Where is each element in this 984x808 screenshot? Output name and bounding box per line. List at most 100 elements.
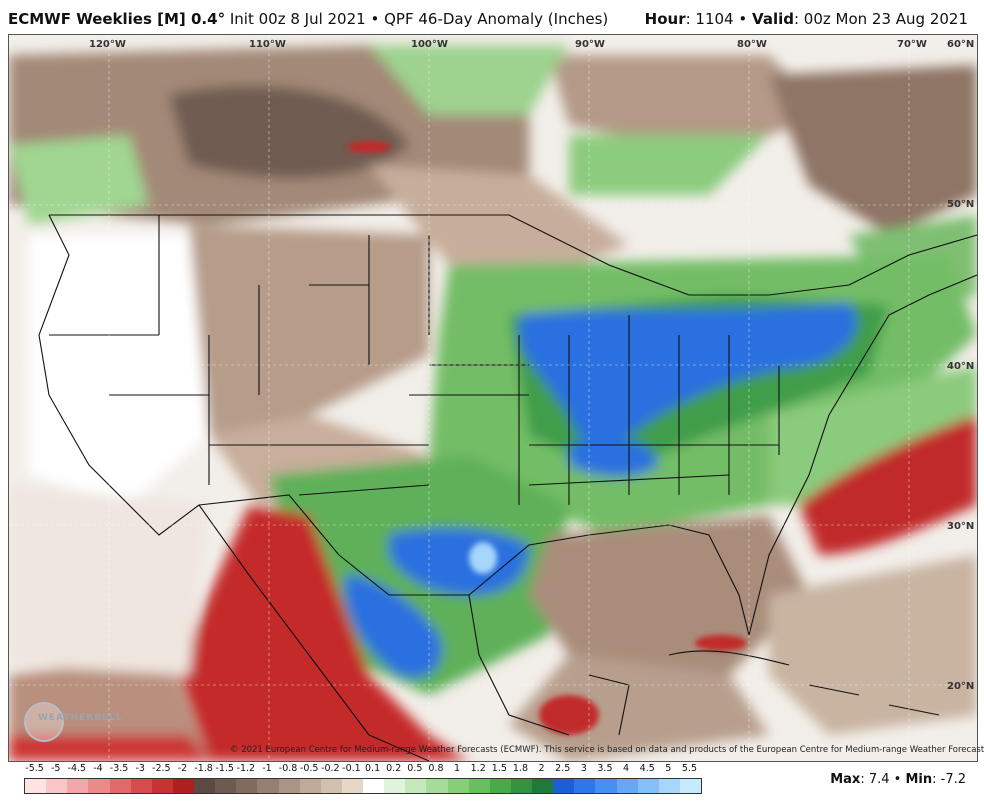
legend-tick-label: -0.1 — [342, 763, 361, 774]
legend-swatch — [130, 779, 152, 793]
valid-label: Valid — [752, 10, 794, 28]
lat-label-40n: 40°N — [947, 361, 975, 372]
lon-label-90w: 90°W — [575, 39, 605, 50]
forecast-time: Hour: 1104 • Valid: 00z Mon 23 Aug 2021 — [645, 10, 968, 28]
legend-swatch — [194, 779, 216, 793]
degree-symbol: ° — [217, 10, 226, 28]
legend-labels: -5.5 -5 -4.5 -4 -3.5 -3 -2.5 -2 -1.8 -1.5 -1.2 -1 -0… — [24, 763, 714, 777]
legend-tick-label: 0.1 — [365, 763, 381, 774]
legend-swatch — [637, 779, 659, 793]
legend-swatch — [151, 779, 173, 793]
legend-swatch — [489, 779, 511, 793]
legend-tick-label: -1.8 — [194, 763, 213, 774]
legend-swatch — [67, 779, 89, 793]
hour-value: : 1104 — [685, 10, 734, 28]
legend-tick-label: -1.2 — [236, 763, 256, 774]
legend-tick-label: 0.8 — [428, 763, 444, 774]
legend-swatch — [405, 779, 427, 793]
legend-swatch — [341, 779, 363, 793]
legend-tick-label: 2.5 — [555, 763, 571, 774]
min-value: : -7.2 — [932, 772, 966, 787]
lat-label-20n: 20°N — [947, 681, 975, 692]
lon-label-110w: 110°W — [249, 39, 286, 50]
legend-swatch — [25, 779, 47, 793]
legend-colorbar — [24, 778, 702, 794]
legend-tick-label: -4 — [93, 763, 103, 774]
lon-label-70w: 70°W — [897, 39, 927, 50]
map-header: ECMWF Weeklies [M] 0.4° Init 00z 8 Jul 2… — [0, 0, 984, 34]
legend-swatch — [574, 779, 596, 793]
map-canvas — [9, 35, 977, 761]
init-time: Init 00z 8 Jul 2021 — [229, 10, 366, 28]
lon-label-80w: 80°W — [737, 39, 767, 50]
max-label: Max — [830, 772, 861, 787]
legend-tick-label: -5.5 — [25, 763, 44, 774]
legend-tick-label: -0.5 — [299, 763, 319, 774]
legend-swatch — [320, 779, 342, 793]
legend-swatch — [447, 779, 469, 793]
lat-label-30n: 30°N — [947, 521, 975, 532]
legend-tick-label: 2 — [538, 763, 545, 774]
legend-swatch — [299, 779, 321, 793]
legend-tick-label: -3 — [135, 763, 145, 774]
logo-circle — [24, 702, 64, 742]
lon-label-100w: 100°W — [411, 39, 448, 50]
legend-swatch — [595, 779, 617, 793]
legend-tick-label: -4.5 — [67, 763, 87, 774]
legend-tick-label: -2 — [177, 763, 188, 774]
legend-tick-label: 3 — [580, 763, 587, 774]
legend-swatch — [236, 779, 258, 793]
product-name: QPF 46-Day Anomaly (Inches) — [384, 10, 609, 28]
legend-tick-label: -0.8 — [278, 763, 298, 774]
map-title: ECMWF Weeklies [M] 0.4° Init 00z 8 Jul 2… — [8, 10, 608, 28]
weatherbell-logo: WEATHERBELL — [22, 700, 122, 742]
legend-swatch — [109, 779, 131, 793]
legend-swatch — [616, 779, 638, 793]
legend-tick-label: -2.5 — [152, 763, 171, 774]
precip-anomaly-map: 120°W 110°W 100°W 90°W 80°W 70°W 60°N 50… — [8, 34, 978, 762]
legend-swatch — [553, 779, 575, 793]
legend-tick-label: 1.8 — [512, 763, 528, 774]
legend-tick-label: 4 — [623, 763, 630, 774]
legend-swatch — [363, 779, 385, 793]
legend-tick-label: 5.5 — [681, 763, 697, 774]
max-min-stats: Max: 7.4 • Min: -7.2 — [830, 772, 966, 787]
legend-swatch — [257, 779, 279, 793]
legend-swatch — [532, 779, 554, 793]
legend-tick-label: 1.2 — [470, 763, 486, 774]
legend-tick-label: -5 — [50, 763, 61, 774]
legend-tick-label: 1 — [454, 763, 461, 774]
legend-tick-label: 5 — [665, 763, 672, 774]
legend-swatch — [658, 779, 680, 793]
lat-label-60n: 60°N — [947, 39, 975, 50]
legend-tick-label: 0.5 — [407, 763, 423, 774]
time-bullet: • — [738, 10, 748, 28]
legend-swatch — [46, 779, 68, 793]
legend-tick-label: -1 — [262, 763, 272, 774]
legend-tick-label: -0.2 — [321, 763, 340, 774]
legend-swatch — [679, 779, 701, 793]
legend-swatch — [468, 779, 490, 793]
legend-tick-label: -1.5 — [215, 763, 234, 774]
legend-swatch — [278, 779, 300, 793]
title-bullet: • — [370, 10, 380, 28]
min-label: Min — [905, 772, 933, 787]
model-name: ECMWF Weeklies [M] 0.4 — [8, 10, 218, 28]
legend-swatch — [88, 779, 110, 793]
legend-tick-label: 1.5 — [491, 763, 507, 774]
legend-tick-label: 3.5 — [597, 763, 613, 774]
lat-label-50n: 50°N — [947, 199, 975, 210]
copyright-notice: © 2021 European Centre for Medium-range … — [230, 745, 984, 755]
max-value: : 7.4 — [860, 772, 890, 787]
legend-tick-label: 4.5 — [639, 763, 655, 774]
lon-label-120w: 120°W — [89, 39, 126, 50]
legend-swatch — [172, 779, 194, 793]
legend-swatch — [426, 779, 448, 793]
stats-bullet: • — [893, 772, 902, 787]
logo-text: WEATHERBELL — [38, 713, 123, 723]
valid-value: : 00z Mon 23 Aug 2021 — [793, 10, 968, 28]
legend-tick-label: 0.2 — [386, 763, 402, 774]
hour-label: Hour — [644, 10, 686, 28]
legend-tick-label: -3.5 — [109, 763, 129, 774]
legend-swatch — [510, 779, 532, 793]
